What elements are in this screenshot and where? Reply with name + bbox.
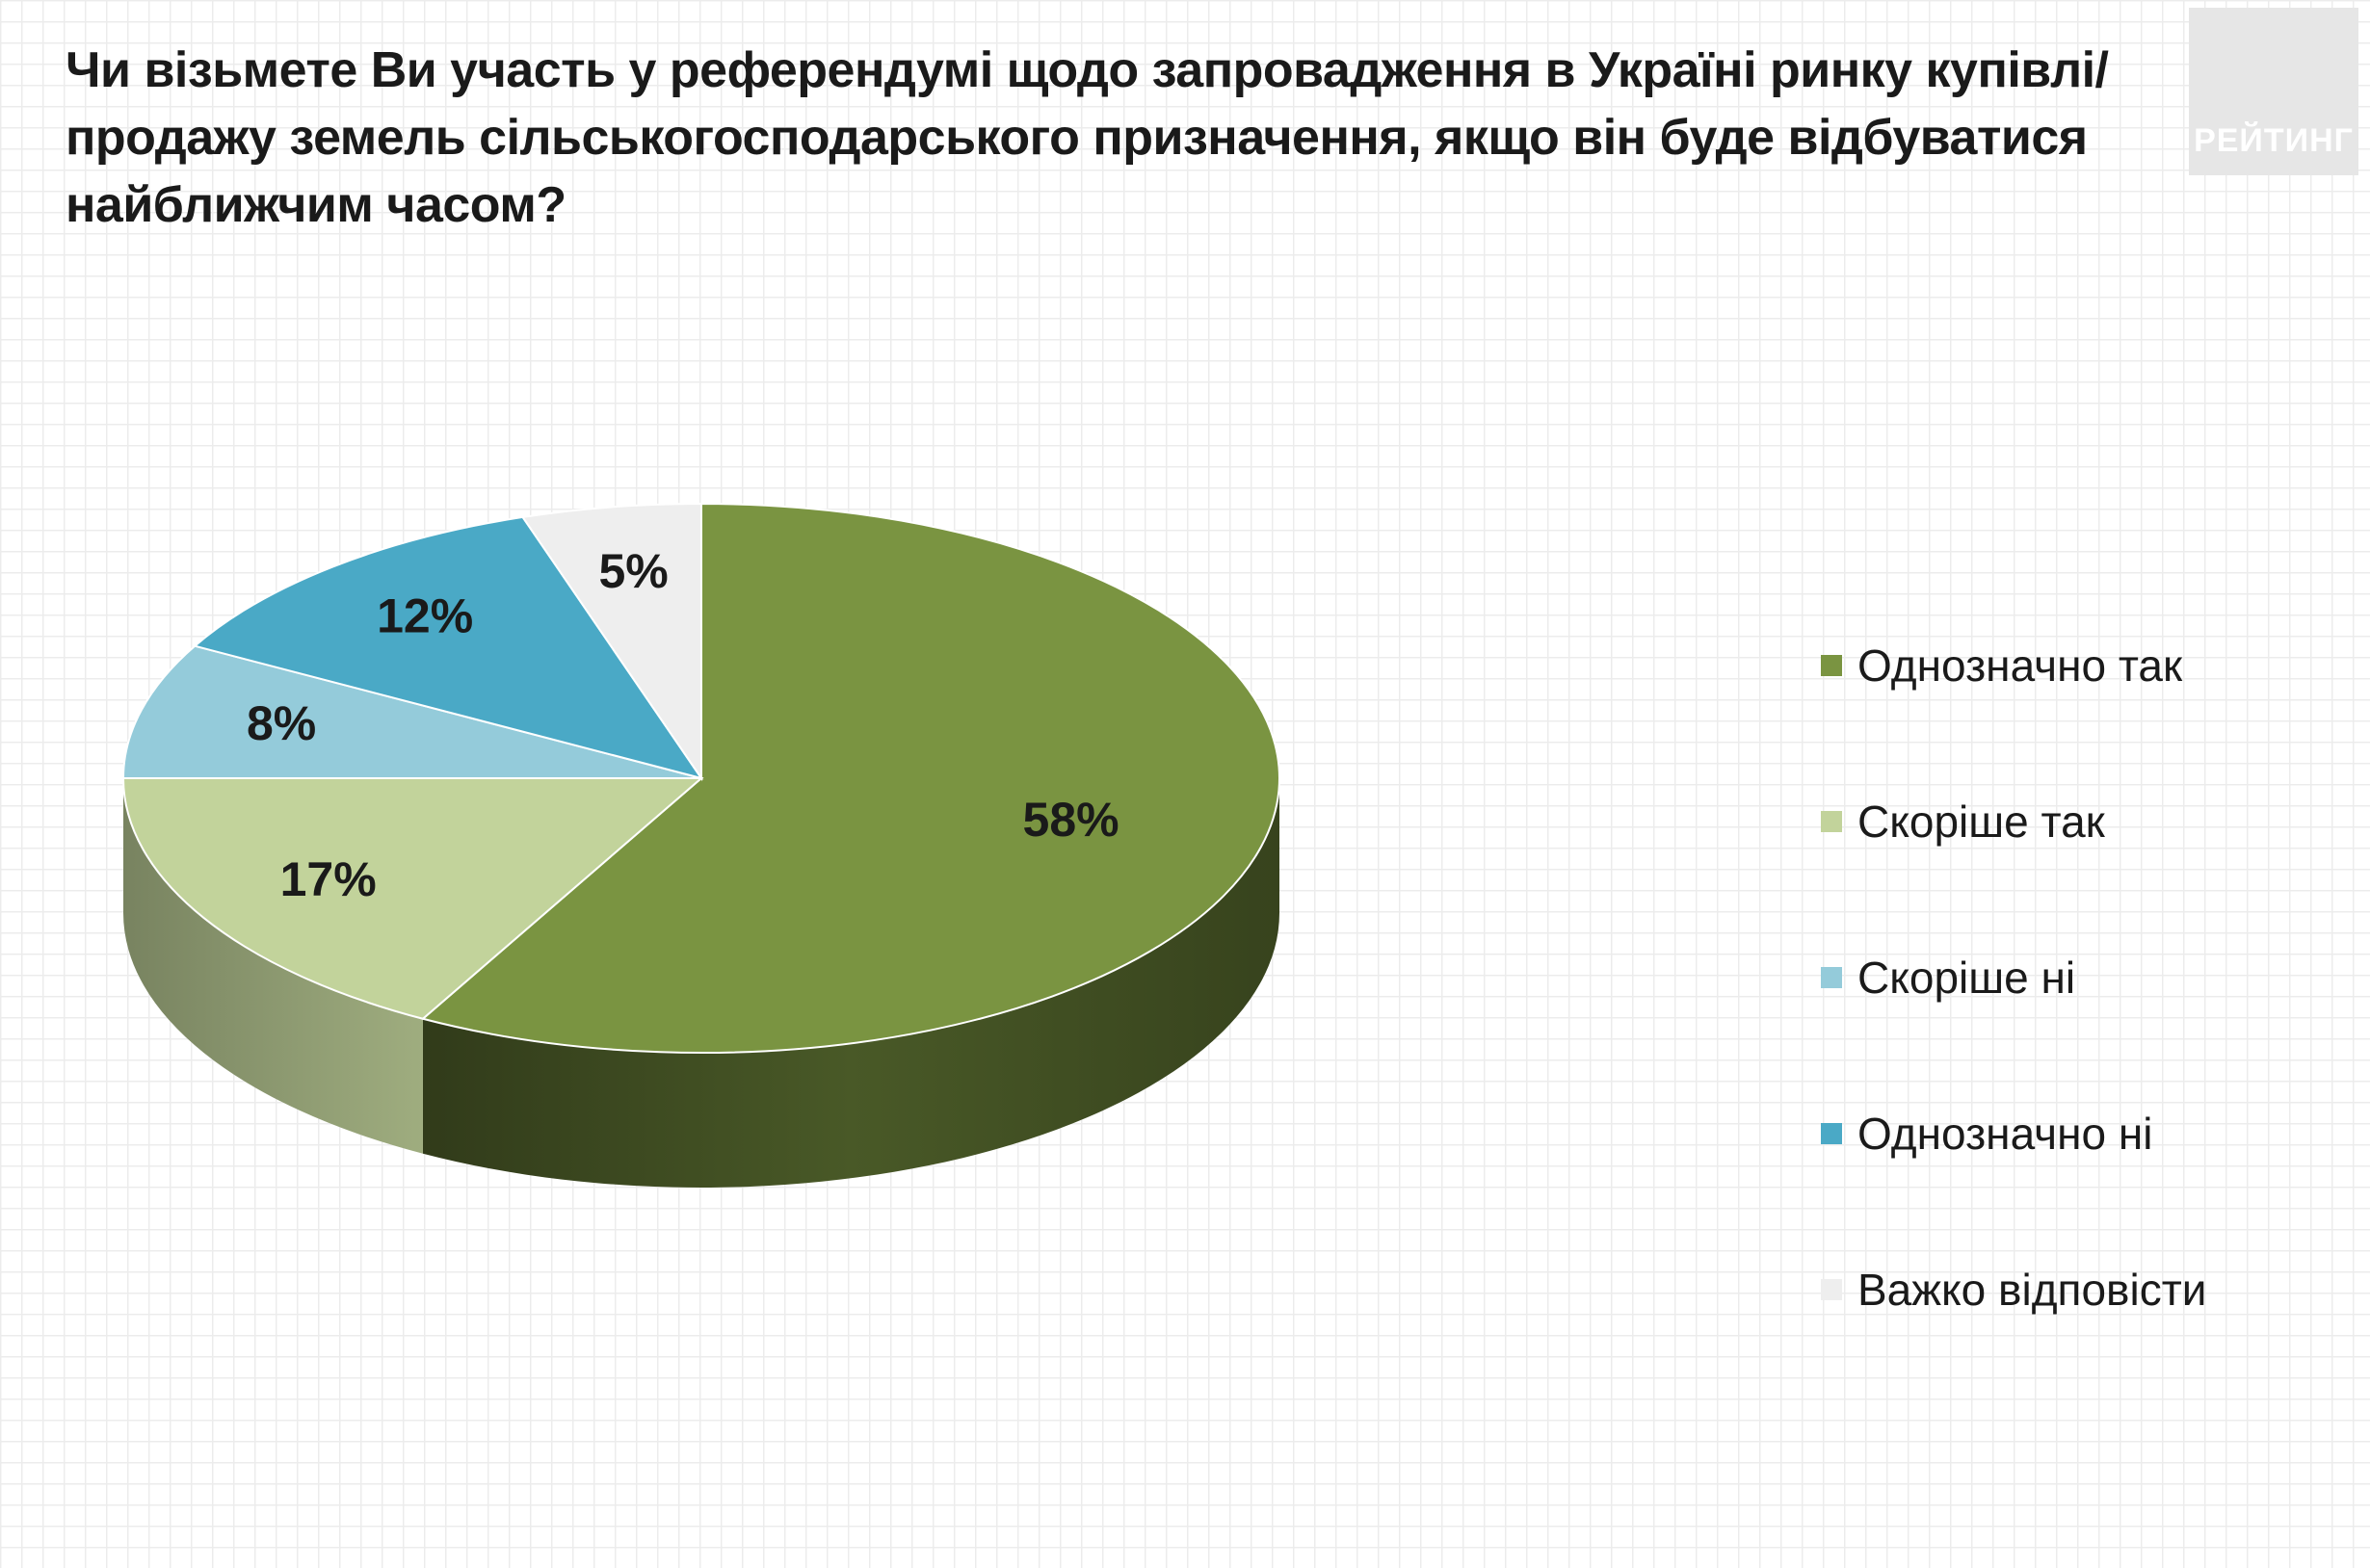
legend-swatch — [1821, 967, 1842, 988]
pie-slice-skorishe-tak — [121, 777, 704, 1020]
legend-swatch — [1821, 811, 1842, 832]
legend: Однозначно так Скоріше так Скоріше ні Од… — [1821, 588, 2206, 1368]
data-label-odnoznachno-ni: 12% — [377, 589, 473, 643]
legend-label: Важко відповісти — [1857, 1265, 2207, 1315]
legend-item-skorishe-tak: Скоріше так — [1821, 744, 2206, 900]
pie-slice-skorishe-ni — [121, 644, 702, 779]
legend-item-skorishe-ni: Скоріше ні — [1821, 900, 2206, 1056]
legend-item-vazhko-vidpovisty: Важко відповісти — [1821, 1212, 2206, 1368]
logo-text: РЕЙТИНГ — [2194, 122, 2354, 159]
legend-item-odnoznachno-ni: Однозначно ні — [1821, 1056, 2206, 1212]
data-label-skorishe-tak: 17% — [280, 852, 377, 906]
pie-labels: 58% 17% 8% 12% 5% — [247, 544, 1119, 906]
legend-label: Однозначно ні — [1857, 1109, 2153, 1159]
pie-slice-vazhko-vidpovisty — [520, 502, 702, 782]
data-label-vazhko-vidpovisty: 5% — [598, 544, 668, 598]
chart-title: Чи візьмете Ви участь у референдумі щодо… — [66, 42, 2109, 233]
data-label-odnoznachno-tak: 58% — [1023, 793, 1119, 847]
pie-slice-odnoznachno-tak — [420, 502, 1280, 1054]
pie-tops — [121, 502, 1280, 1054]
pie-slice-odnoznachno-ni — [193, 515, 704, 780]
pie-side-skorishe-tak — [123, 778, 423, 1154]
legend-label: Скоріше так — [1857, 797, 2105, 847]
legend-swatch — [1821, 1279, 1842, 1300]
data-label-skorishe-ni: 8% — [247, 696, 316, 750]
legend-swatch — [1821, 1123, 1842, 1144]
legend-label: Скоріше ні — [1857, 953, 2076, 1003]
legend-label: Однозначно так — [1857, 640, 2183, 691]
legend-item-odnoznachno-tak: Однозначно так — [1821, 588, 2206, 744]
pie-side-odnoznachno-tak — [422, 778, 1280, 1188]
legend-swatch — [1821, 655, 1842, 676]
pie-sides — [123, 778, 1280, 1188]
rating-logo: РЕЙТИНГ — [2189, 8, 2358, 175]
